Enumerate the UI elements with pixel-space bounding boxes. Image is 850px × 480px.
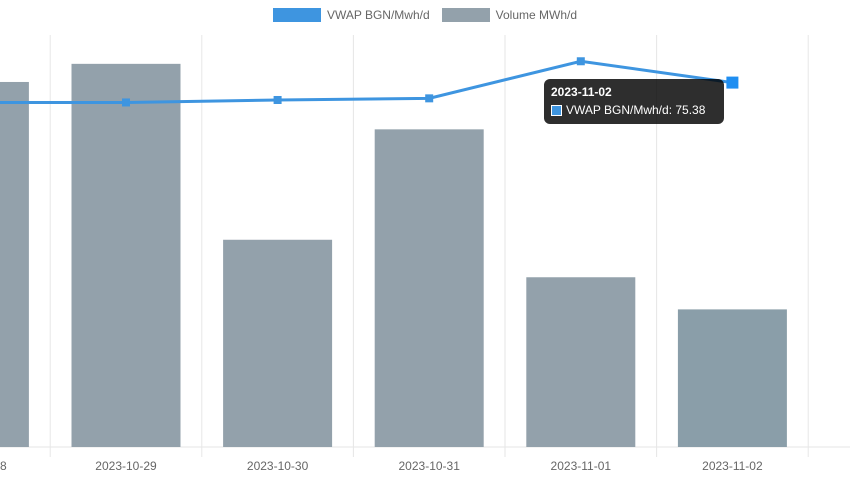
tooltip-row: VWAP BGN/Mwh/d: 75.38 bbox=[551, 103, 717, 117]
legend-swatch-volume bbox=[441, 8, 490, 22]
volume-bar[interactable] bbox=[223, 239, 333, 447]
legend-swatch-vwap bbox=[272, 8, 321, 22]
line-layer bbox=[0, 59, 733, 104]
tooltip-value: VWAP BGN/Mwh/d: 75.38 bbox=[566, 103, 706, 117]
point-layer bbox=[122, 57, 739, 107]
legend: VWAP BGN/Mwh/d Volume MWh/d bbox=[0, 8, 850, 22]
vwap-line bbox=[0, 59, 733, 104]
vwap-point[interactable] bbox=[122, 98, 130, 107]
volume-bar[interactable] bbox=[374, 129, 484, 447]
legend-label-volume: Volume MWh/d bbox=[495, 8, 578, 22]
x-tick-label: 2023-10-29 bbox=[95, 459, 157, 473]
legend-item-vwap[interactable]: VWAP BGN/Mwh/d bbox=[272, 8, 430, 22]
x-tick-label: 2023-11-02 bbox=[702, 459, 763, 473]
tooltip: 2023-11-02 VWAP BGN/Mwh/d: 75.38 bbox=[544, 79, 724, 124]
tooltip-swatch bbox=[551, 104, 562, 116]
x-tick-label: 2023-11-01 bbox=[551, 459, 612, 473]
legend-item-volume[interactable]: Volume MWh/d bbox=[441, 8, 578, 22]
vwap-point[interactable] bbox=[273, 95, 282, 104]
volume-bar[interactable] bbox=[526, 277, 636, 447]
vwap-point[interactable] bbox=[576, 57, 585, 66]
legend-label-vwap: VWAP BGN/Mwh/d bbox=[326, 8, 430, 22]
bar-layer bbox=[0, 63, 787, 448]
volume-bar[interactable] bbox=[0, 81, 29, 447]
tick-layer: 8 2023-10-29 2023-10-30 2023-10-31 2023-11-0… bbox=[0, 459, 763, 473]
vwap-point-active[interactable] bbox=[726, 76, 739, 89]
vwap-point[interactable] bbox=[425, 94, 434, 103]
x-tick-label: 8 bbox=[0, 459, 7, 473]
volume-bar[interactable] bbox=[71, 63, 181, 448]
tooltip-title: 2023-11-02 bbox=[551, 85, 612, 99]
x-tick-label: 2023-10-31 bbox=[399, 459, 461, 473]
x-tick-label: 2023-10-30 bbox=[247, 459, 309, 473]
volume-bar[interactable] bbox=[677, 309, 787, 447]
